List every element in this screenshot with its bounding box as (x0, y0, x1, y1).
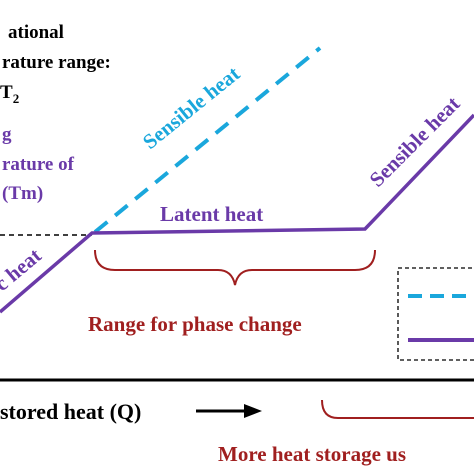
operational-range-line1: ational (8, 22, 64, 43)
melting-temp-line2: rature of (2, 154, 75, 175)
heat-storage-bracket (321, 399, 474, 419)
more-heat-storage-label: More heat storage us (218, 442, 406, 466)
x-axis-label: stored heat (Q) (0, 399, 141, 424)
melting-temp-line3: (Tm) (2, 183, 43, 204)
latent-heat-label: Latent heat (160, 202, 263, 226)
sensible-heat-dashed-label: Sensible heat (138, 61, 244, 153)
phase-change-range-label: Range for phase change (88, 312, 302, 336)
x-axis-arrow-head (244, 404, 262, 418)
operational-range-line2: rature range: (2, 52, 111, 73)
phase-change-bracket (94, 249, 376, 286)
legend-box (397, 267, 474, 361)
melting-temp-line1: g (2, 124, 12, 145)
sensible-heat-left-label: c heat (0, 243, 46, 296)
operational-range-line3: T2 (0, 82, 19, 106)
sensible-heat-dashed-line (93, 46, 322, 234)
temperature-profile-line (0, 113, 474, 314)
